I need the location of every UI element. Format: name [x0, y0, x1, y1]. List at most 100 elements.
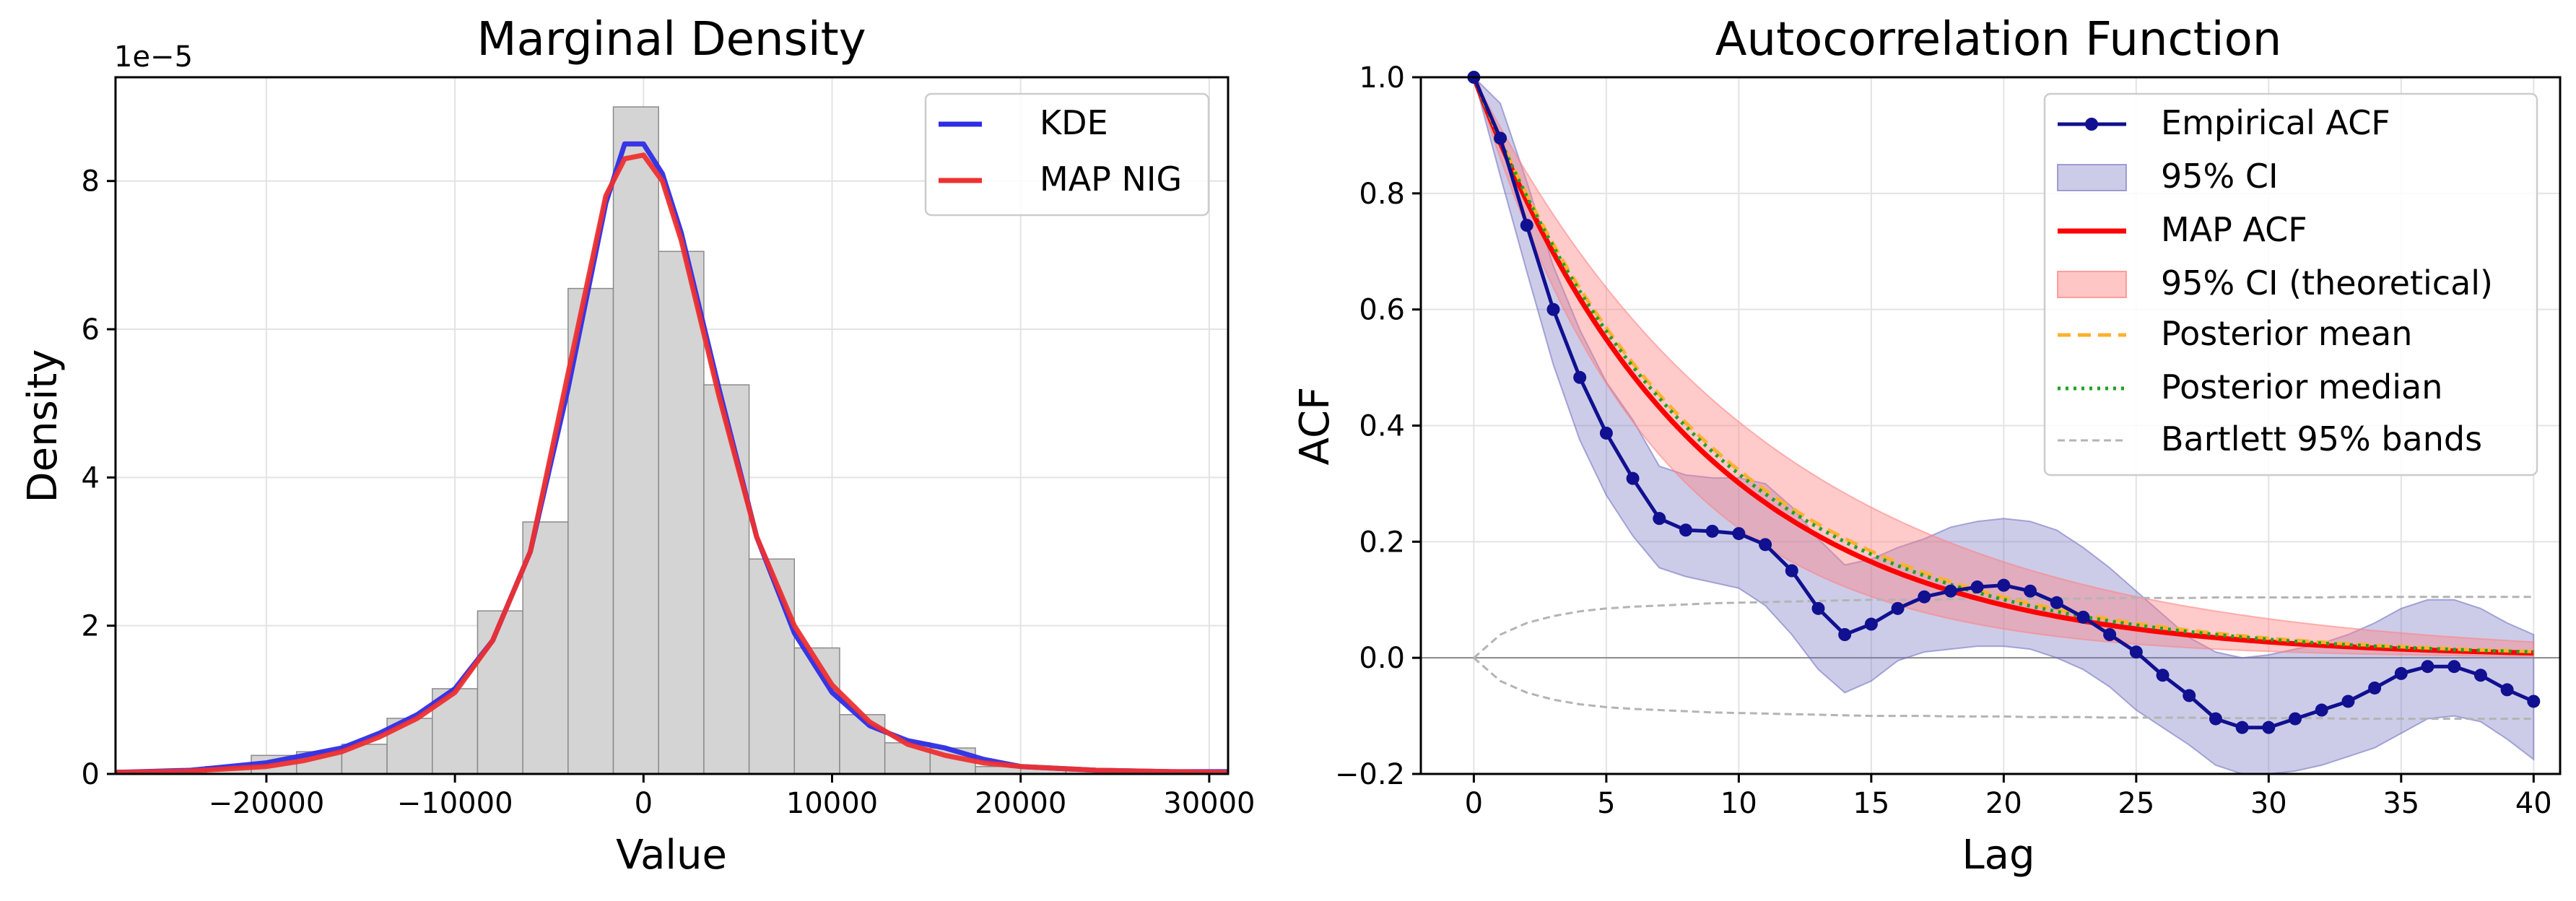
acf-empirical-point — [2473, 669, 2487, 682]
acf-theoretical-ci-band — [1473, 77, 2535, 658]
legend-ci-label: 95% CI — [2161, 157, 2279, 196]
acf-posterior-median-line — [1472, 77, 2534, 654]
density-axes-frame — [114, 76, 1230, 775]
acf-empirical-point — [1626, 471, 1640, 485]
acf-lines — [1467, 71, 2541, 734]
acf-x-tick-label: 5 — [1597, 787, 1615, 820]
acf-y-tick-label: 0.8 — [1359, 178, 1405, 211]
acf-bartlett-lower-band — [1473, 657, 2534, 721]
acf-empirical-point — [2527, 695, 2541, 708]
acf-title: Autocorrelation Function — [1715, 13, 2282, 66]
density-panel: Marginal Density 1e−5 −20000 −10000 0 10000… — [19, 13, 1256, 879]
density-y-tick-label: 0 — [82, 758, 100, 791]
density-y-tick-label: 6 — [82, 313, 100, 347]
density-histogram-bar — [839, 714, 886, 775]
legend-map-nig-label: MAP NIG — [1040, 160, 1182, 199]
acf-empirical-point — [2129, 645, 2143, 659]
legend-bartlett-label: Bartlett 95% bands — [2161, 419, 2482, 458]
density-ticks: −20000 −10000 0 10000 20000 30000 0 2 4 6 8 — [82, 165, 1256, 820]
acf-y-tick-label: 0.2 — [1359, 526, 1405, 559]
acf-empirical-point — [2183, 689, 2196, 702]
acf-empirical-point — [1970, 580, 1984, 594]
acf-y-tick-label: 0.6 — [1359, 294, 1405, 327]
density-line-kde — [115, 141, 1228, 775]
acf-x-tick-label: 40 — [2515, 787, 2552, 820]
acf-empirical-point — [2394, 666, 2408, 680]
acf-empirical-point — [2289, 712, 2302, 726]
density-x-tick-label: 0 — [635, 787, 653, 820]
acf-empirical-point — [1705, 524, 1719, 538]
density-histogram-bar — [522, 521, 569, 775]
legend-ci-theoretical-label: 95% CI (theoretical) — [2161, 264, 2493, 302]
legend-empirical-acf-marker — [2085, 118, 2098, 131]
acf-empirical-point — [1891, 601, 1905, 615]
density-x-tick-label: −20000 — [209, 787, 325, 820]
acf-x-tick-label: 10 — [1720, 787, 1757, 820]
density-legend-box — [924, 92, 1210, 217]
density-histogram-bar — [748, 558, 796, 775]
acf-posterior-mean-line — [1472, 77, 2534, 653]
acf-legend: Empirical ACF 95% CI MAP ACF 95% CI (the… — [2043, 92, 2538, 476]
legend-map-acf-label: MAP ACF — [2161, 210, 2307, 249]
density-histogram-bar — [658, 251, 705, 775]
density-lines — [115, 141, 1229, 775]
density-y-tick-label: 4 — [82, 461, 100, 495]
acf-ticks: 0 5 10 15 20 25 30 35 40 −0.2 0.0 0.2 0.4 0.6 0.8 1.0 — [1335, 61, 2552, 820]
density-y-axis-label: Density — [19, 349, 66, 503]
acf-x-tick-label: 20 — [1985, 787, 2022, 820]
acf-empirical-point — [1494, 131, 1507, 145]
density-histogram-bar — [612, 106, 659, 775]
density-x-tick-label: −10000 — [397, 787, 513, 820]
acf-empirical-point — [1520, 219, 1533, 232]
acf-empirical-point — [1811, 601, 1825, 615]
acf-empirical-point — [1759, 538, 1772, 552]
acf-empirical-point — [2262, 721, 2276, 734]
acf-empirical-point — [1573, 370, 1587, 384]
density-line-map-nig — [115, 152, 1229, 775]
acf-empirical-point — [2156, 669, 2170, 682]
acf-y-tick-label: −0.2 — [1335, 758, 1405, 791]
acf-x-tick-label: 25 — [2118, 787, 2154, 820]
acf-empirical-point — [2024, 584, 2037, 598]
acf-empirical-point — [2315, 703, 2328, 717]
legend-posterior-mean-label: Posterior mean — [2161, 314, 2412, 353]
legend-kde-label: KDE — [1040, 103, 1108, 142]
density-y-tick-label: 2 — [82, 610, 100, 643]
acf-y-tick-label: 0.4 — [1359, 410, 1405, 443]
legend-ci-swatch — [2057, 164, 2127, 191]
legend-empirical-acf-label: Empirical ACF — [2161, 103, 2390, 142]
acf-empirical-point — [2447, 660, 2461, 674]
density-x-tick-label: 30000 — [1163, 787, 1255, 820]
legend-ci-theoretical-swatch — [2057, 271, 2127, 298]
acf-y-tick-label: 1.0 — [1359, 61, 1405, 95]
acf-empirical-point — [1838, 628, 1852, 641]
acf-empirical-point — [2050, 596, 2063, 609]
density-title: Marginal Density — [477, 13, 866, 66]
legend-posterior-median-label: Posterior median — [2161, 367, 2442, 406]
acf-legend-box — [2043, 92, 2538, 476]
acf-x-tick-label: 30 — [2250, 787, 2287, 820]
acf-x-axis-label: Lag — [1962, 832, 2035, 879]
acf-empirical-point — [1599, 426, 1613, 440]
density-histogram-bar — [477, 610, 523, 775]
acf-panel: Autocorrelation Function 0 5 10 15 20 25 30 35 4… — [1292, 13, 2562, 879]
acf-bartlett-upper-band — [1473, 596, 2534, 659]
acf-x-tick-label: 15 — [1853, 787, 1889, 820]
density-x-tick-label: 20000 — [975, 787, 1066, 820]
density-legend: KDE MAP NIG — [924, 92, 1210, 217]
acf-empirical-point — [1679, 523, 1692, 537]
acf-y-tick-label: 0.0 — [1359, 642, 1405, 675]
density-y-tick-label: 8 — [82, 165, 100, 199]
acf-map-line — [1471, 76, 2534, 656]
acf-empirical-point — [2209, 712, 2222, 726]
acf-empirical-point — [1653, 512, 1666, 526]
acf-empirical-point — [1864, 617, 1878, 631]
acf-empirical-point — [2235, 721, 2249, 734]
density-x-axis-label: Value — [616, 832, 727, 879]
acf-x-tick-label: 0 — [1465, 787, 1483, 820]
acf-empirical-point — [2421, 660, 2434, 674]
acf-empirical-point — [1785, 564, 1798, 578]
density-histogram-bar — [703, 384, 750, 775]
acf-y-axis-label: ACF — [1292, 387, 1339, 466]
